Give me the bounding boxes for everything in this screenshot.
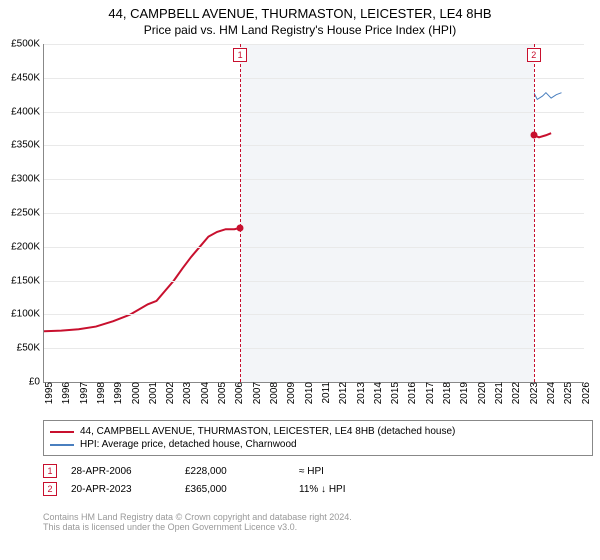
y-axis-label: £450K: [11, 72, 44, 83]
y-axis-label: £400K: [11, 106, 44, 117]
x-axis-label: 2009: [282, 382, 297, 404]
sales-row: 2 20-APR-2023 £365,000 11% ↓ HPI: [43, 482, 399, 496]
x-axis-label: 2026: [577, 382, 592, 404]
gridline: [44, 247, 584, 248]
sale-marker-box: 2: [527, 48, 541, 62]
x-axis-label: 2008: [265, 382, 280, 404]
x-axis-label: 2019: [455, 382, 470, 404]
y-axis-label: £100K: [11, 309, 44, 320]
sale-date: 28-APR-2006: [71, 466, 171, 477]
sale-price: £365,000: [185, 484, 285, 495]
gridline: [44, 44, 584, 45]
footer-line-1: Contains HM Land Registry data © Crown c…: [43, 512, 352, 522]
x-axis-label: 2007: [248, 382, 263, 404]
x-axis-label: 2006: [230, 382, 245, 404]
sale-marker-line: [534, 44, 535, 382]
y-axis-label: £200K: [11, 241, 44, 252]
x-axis-label: 1998: [92, 382, 107, 404]
x-axis-label: 2004: [196, 382, 211, 404]
x-axis-label: 2018: [438, 382, 453, 404]
x-axis-label: 2016: [403, 382, 418, 404]
gridline: [44, 179, 584, 180]
y-axis-label: £350K: [11, 140, 44, 151]
chart-title-2: Price paid vs. HM Land Registry's House …: [0, 21, 600, 41]
gridline: [44, 348, 584, 349]
x-axis-label: 1996: [57, 382, 72, 404]
x-axis-label: 2005: [213, 382, 228, 404]
gridline: [44, 112, 584, 113]
x-axis-label: 2024: [542, 382, 557, 404]
legend: 44, CAMPBELL AVENUE, THURMASTON, LEICEST…: [43, 420, 593, 456]
x-axis-label: 2002: [161, 382, 176, 404]
legend-label: 44, CAMPBELL AVENUE, THURMASTON, LEICEST…: [80, 426, 455, 437]
sale-date: 20-APR-2023: [71, 484, 171, 495]
y-axis-label: £150K: [11, 275, 44, 286]
x-axis-label: 1999: [109, 382, 124, 404]
series-line: [534, 93, 562, 100]
x-axis-label: 2017: [421, 382, 436, 404]
legend-row: 44, CAMPBELL AVENUE, THURMASTON, LEICEST…: [50, 425, 586, 438]
gridline: [44, 145, 584, 146]
x-axis-label: 1997: [75, 382, 90, 404]
x-axis-label: 2001: [144, 382, 159, 404]
sale-price: £228,000: [185, 466, 285, 477]
sale-marker-box: 1: [233, 48, 247, 62]
x-axis-label: 1995: [40, 382, 55, 404]
x-axis-label: 2003: [178, 382, 193, 404]
legend-row: HPI: Average price, detached house, Char…: [50, 438, 586, 451]
x-axis-label: 2013: [352, 382, 367, 404]
y-axis-label: £250K: [11, 208, 44, 219]
sale-marker-line: [240, 44, 241, 382]
sale-dot: [530, 132, 537, 139]
chart-container: 44, CAMPBELL AVENUE, THURMASTON, LEICEST…: [0, 0, 600, 560]
y-axis-label: £500K: [11, 39, 44, 50]
plot-area: £0£50K£100K£150K£200K£250K£300K£350K£400…: [43, 44, 584, 383]
sale-dot: [237, 224, 244, 231]
gridline: [44, 314, 584, 315]
x-axis-label: 2022: [507, 382, 522, 404]
x-axis-label: 2011: [317, 382, 332, 404]
sale-num-box: 2: [43, 482, 57, 496]
x-axis-label: 2025: [559, 382, 574, 404]
x-axis-label: 2010: [300, 382, 315, 404]
x-axis-label: 2021: [490, 382, 505, 404]
gridline: [44, 78, 584, 79]
x-axis-label: 2015: [386, 382, 401, 404]
y-axis-label: £300K: [11, 174, 44, 185]
sale-note: 11% ↓ HPI: [299, 484, 399, 495]
legend-swatch: [50, 431, 74, 433]
x-axis-label: 2012: [334, 382, 349, 404]
gridline: [44, 213, 584, 214]
chart-title-1: 44, CAMPBELL AVENUE, THURMASTON, LEICEST…: [0, 0, 600, 21]
y-axis-label: £50K: [17, 343, 44, 354]
x-axis-label: 2000: [127, 382, 142, 404]
x-axis-label: 2014: [369, 382, 384, 404]
sales-table: 1 28-APR-2006 £228,000 ≈ HPI 2 20-APR-2023 £36…: [43, 464, 399, 500]
gridline: [44, 281, 584, 282]
x-axis-label: 2020: [473, 382, 488, 404]
sale-num-box: 1: [43, 464, 57, 478]
legend-label: HPI: Average price, detached house, Char…: [80, 439, 297, 450]
sales-row: 1 28-APR-2006 £228,000 ≈ HPI: [43, 464, 399, 478]
footer-attribution: Contains HM Land Registry data © Crown c…: [43, 512, 352, 532]
x-axis-label: 2023: [525, 382, 540, 404]
footer-line-2: This data is licensed under the Open Gov…: [43, 522, 352, 532]
sale-note: ≈ HPI: [299, 466, 399, 477]
legend-swatch: [50, 444, 74, 446]
